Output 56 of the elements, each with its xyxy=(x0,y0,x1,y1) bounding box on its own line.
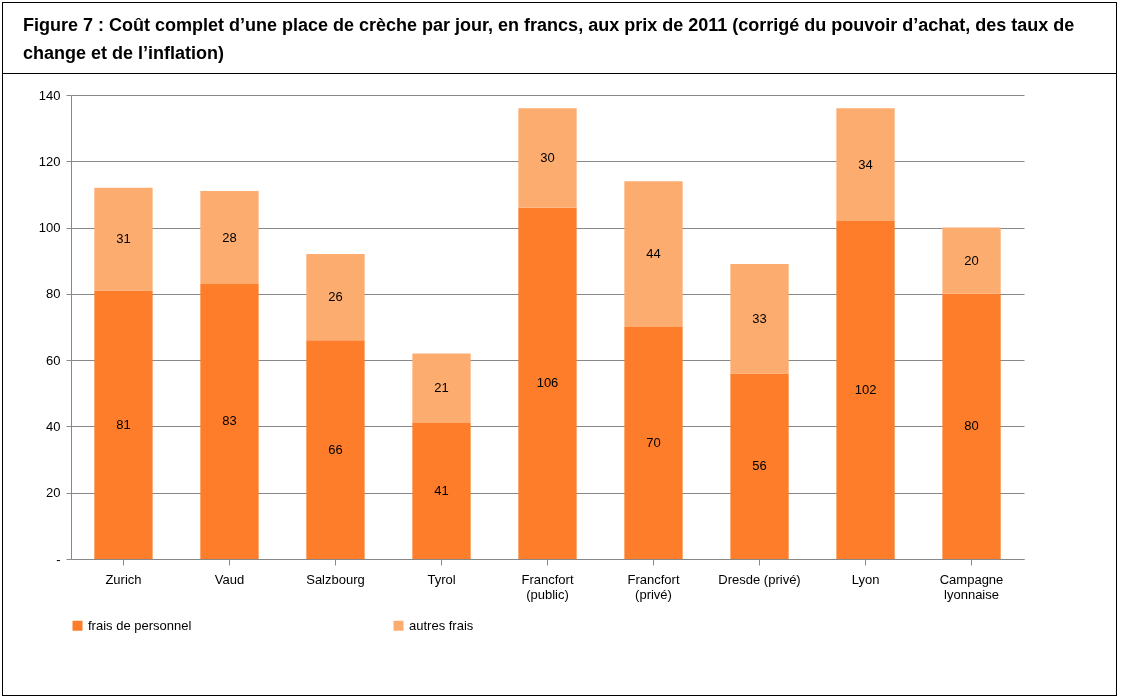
chart-title: Figure 7 : Coût complet d’une place de crèche par jour, en francs, aux prix de 2011 (corrigé du pouvoir d’achat, des taux de change et de l’inflation) xyxy=(3,3,1116,74)
data-label: 20 xyxy=(964,252,979,268)
y-tick-label: 60 xyxy=(46,352,61,368)
bar xyxy=(200,283,259,559)
data-label: 34 xyxy=(858,156,873,172)
bar xyxy=(412,423,471,559)
bar xyxy=(624,181,683,327)
data-label: 83 xyxy=(222,413,237,429)
x-tick-label: Vaud xyxy=(214,571,245,587)
data-label: 70 xyxy=(646,435,661,450)
y-tick-label: 100 xyxy=(38,220,61,236)
x-tick-label: Francfort (privé) xyxy=(627,571,680,602)
bar xyxy=(836,220,895,559)
x-tick-label: Lyon xyxy=(851,571,880,587)
data-label: 26 xyxy=(328,289,343,305)
x-tick-label: Campagne lyonnaise xyxy=(939,571,1004,602)
bar xyxy=(624,327,683,559)
data-label: 31 xyxy=(116,231,131,247)
y-tick-label: 120 xyxy=(38,153,61,169)
bar xyxy=(94,187,153,291)
data-label: 102 xyxy=(854,381,877,397)
data-label: 33 xyxy=(752,310,767,326)
data-label: 66 xyxy=(328,441,343,457)
x-tick-label: Tyrol xyxy=(427,571,456,587)
x-tick-label: Salzbourg xyxy=(306,571,365,587)
bar xyxy=(730,373,789,559)
bar xyxy=(94,290,153,559)
legend-label: autres frais xyxy=(409,617,474,633)
bar xyxy=(306,340,365,559)
bar xyxy=(518,207,577,559)
data-label: 81 xyxy=(116,416,131,432)
bar xyxy=(942,227,1001,294)
data-label: 56 xyxy=(752,458,767,474)
data-label: 80 xyxy=(964,418,979,434)
legend-label: frais de personnel xyxy=(88,617,192,633)
y-tick-label: 80 xyxy=(46,286,61,302)
y-tick-label: - xyxy=(56,551,61,567)
bar xyxy=(412,353,471,424)
bar xyxy=(518,108,577,208)
y-tick-label: 140 xyxy=(38,87,61,103)
bar xyxy=(200,191,259,284)
data-label: 41 xyxy=(434,483,449,499)
bar xyxy=(730,264,789,374)
y-tick-label: 40 xyxy=(46,418,61,434)
data-label: 30 xyxy=(540,149,555,165)
data-label: 28 xyxy=(222,229,237,245)
x-tick-label: Zurich xyxy=(105,571,142,587)
data-label: 21 xyxy=(434,380,449,396)
y-tick-label: 20 xyxy=(46,485,61,501)
x-tick-label: Dresde (privé) xyxy=(718,571,801,587)
bar xyxy=(306,254,365,341)
bar xyxy=(836,108,895,221)
bar xyxy=(942,293,1001,559)
x-tick-label: Francfort (public) xyxy=(521,571,574,602)
data-label: 44 xyxy=(646,246,661,262)
data-label: 106 xyxy=(536,375,559,391)
